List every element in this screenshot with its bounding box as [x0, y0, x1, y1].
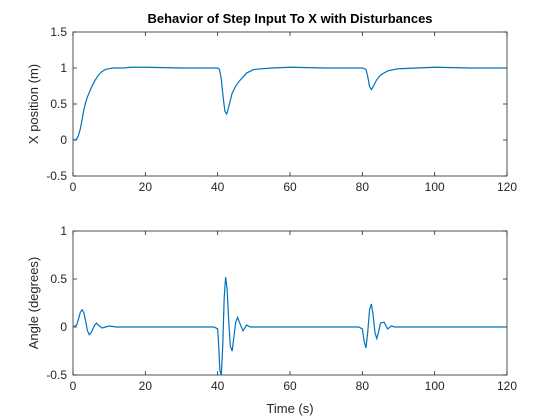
- bottom-x-axis-label: Time (s): [266, 401, 313, 416]
- bottom-x-tick-label: 100: [425, 379, 445, 393]
- top-y-tick-label: 0.5: [50, 97, 67, 111]
- top-axes-box: [72, 31, 508, 177]
- top-x-tick-label: 0: [70, 180, 77, 194]
- top-x-tick-label: 40: [211, 180, 225, 194]
- bottom-x-tick-label: 60: [283, 379, 297, 393]
- bottom-axes-box: [72, 230, 508, 376]
- bottom-subplot: 0 20 40 60 80 100 120 -0.500.51 Time (s) Angle…: [26, 224, 517, 416]
- top-x-tick-label: 20: [139, 180, 153, 194]
- bottom-y-tick-label: 0.5: [50, 272, 67, 286]
- bottom-y-tick-label: 1: [60, 224, 67, 238]
- top-x-tick-label: 80: [356, 180, 370, 194]
- angle-line: [72, 277, 507, 376]
- bottom-x-tick-label: 120: [497, 379, 517, 393]
- x-position-line: [72, 66, 507, 141]
- top-x-tick-label: 120: [497, 180, 517, 194]
- bottom-x-ticks: 0 20 40 60 80 100 120: [70, 231, 517, 393]
- top-subplot: 0 20 40 60 80 100 120 -0.500.511.5 Behavior of…: [26, 11, 517, 194]
- top-x-tick-label: 60: [283, 180, 297, 194]
- top-x-tick-label: 100: [425, 180, 445, 194]
- top-y-ticks: -0.5 0 0.5 1 1.5: [46, 25, 507, 183]
- bottom-y-ticks: -0.5 0 0.5 1: [46, 224, 507, 382]
- bottom-x-tick-label: 40: [211, 379, 225, 393]
- top-y-tick-label: 0: [60, 133, 67, 147]
- bottom-y-axis-label: Angle (degrees): [26, 257, 41, 350]
- bottom-x-tick-label: 0: [70, 379, 77, 393]
- bottom-x-tick-label: 20: [139, 379, 153, 393]
- top-y-tick-label: 1: [60, 61, 67, 75]
- top-x-ticks: 0 20 40 60 80 100 120: [70, 32, 517, 194]
- chart-title: Behavior of Step Input To X with Disturb…: [147, 11, 432, 26]
- bottom-x-tick-label: 80: [356, 379, 370, 393]
- bottom-y-tick-label: 0: [60, 320, 67, 334]
- bottom-y-tick-label: -0.5: [46, 368, 67, 382]
- top-y-axis-label: X position (m): [26, 64, 41, 144]
- top-y-tick-label: -0.5: [46, 169, 67, 183]
- top-y-tick-label: 1.5: [50, 25, 67, 39]
